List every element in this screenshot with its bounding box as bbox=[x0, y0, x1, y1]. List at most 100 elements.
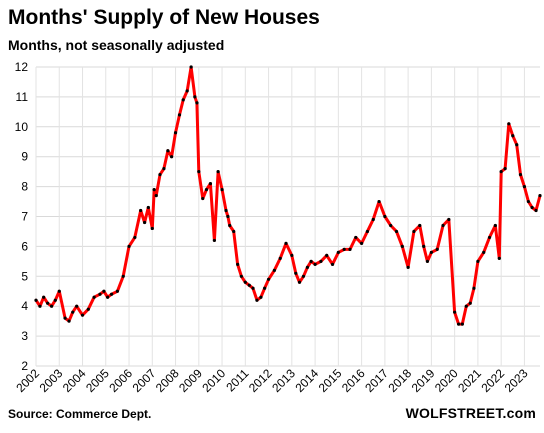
data-point bbox=[422, 244, 426, 248]
data-point bbox=[294, 271, 298, 275]
data-point bbox=[177, 113, 182, 117]
data-point bbox=[57, 289, 61, 293]
data-point bbox=[272, 268, 276, 272]
data-point bbox=[42, 295, 46, 299]
y-tick-label: 6 bbox=[21, 239, 28, 253]
data-point bbox=[185, 89, 189, 93]
y-tick-label: 11 bbox=[16, 90, 29, 104]
data-point bbox=[526, 199, 530, 204]
data-point bbox=[342, 247, 346, 251]
data-point bbox=[456, 322, 461, 326]
y-tick-label: 8 bbox=[21, 180, 28, 194]
data-point bbox=[92, 295, 96, 299]
data-point bbox=[228, 223, 232, 228]
data-point bbox=[71, 310, 75, 314]
data-point bbox=[193, 95, 197, 99]
x-tick-label: 2023 bbox=[502, 366, 531, 395]
data-point bbox=[487, 235, 492, 240]
data-point bbox=[181, 98, 185, 102]
x-tick-label: 2014 bbox=[292, 366, 321, 395]
y-tick-label: 10 bbox=[15, 120, 29, 134]
x-tick-label: 2006 bbox=[106, 366, 135, 395]
x-tick-label: 2015 bbox=[316, 366, 345, 395]
data-point bbox=[86, 307, 90, 311]
data-point bbox=[360, 241, 364, 246]
data-point bbox=[197, 170, 201, 174]
series-line bbox=[34, 65, 542, 326]
data-point bbox=[534, 208, 538, 213]
data-point bbox=[394, 229, 399, 234]
data-point bbox=[389, 223, 393, 228]
data-point bbox=[435, 247, 439, 251]
y-tick-label: 5 bbox=[21, 269, 28, 283]
x-tick-label: 2013 bbox=[269, 366, 298, 395]
x-tick-label: 2002 bbox=[13, 366, 42, 395]
x-tick-label: 2012 bbox=[246, 366, 275, 395]
data-point bbox=[102, 289, 106, 293]
data-point bbox=[208, 182, 213, 186]
data-point bbox=[121, 274, 125, 278]
x-tick-label: 2008 bbox=[153, 366, 182, 395]
x-tick-label: 2017 bbox=[362, 366, 391, 395]
x-tick-label: 2009 bbox=[176, 366, 205, 395]
data-point bbox=[319, 259, 323, 263]
data-point bbox=[530, 205, 534, 210]
y-tick-label: 4 bbox=[21, 299, 28, 313]
data-point bbox=[472, 286, 476, 290]
data-point bbox=[226, 214, 230, 219]
chart-subtitle: Months, not seasonally adjusted bbox=[8, 37, 225, 53]
data-point bbox=[143, 220, 147, 225]
data-point bbox=[290, 253, 294, 257]
data-point bbox=[127, 244, 131, 248]
data-point bbox=[80, 313, 85, 317]
data-point bbox=[243, 280, 247, 284]
grid-lines bbox=[35, 66, 540, 367]
x-tick-label: 2005 bbox=[83, 366, 112, 395]
data-point bbox=[538, 193, 542, 198]
y-tick-label: 3 bbox=[21, 329, 28, 343]
data-point bbox=[195, 101, 199, 105]
data-point bbox=[263, 286, 267, 290]
data-point bbox=[507, 122, 511, 126]
data-point bbox=[189, 65, 193, 69]
data-point bbox=[301, 274, 306, 278]
data-point bbox=[418, 223, 422, 228]
x-tick-label: 2007 bbox=[130, 366, 159, 395]
data-point bbox=[38, 304, 42, 308]
data-point bbox=[239, 274, 243, 278]
data-point bbox=[365, 229, 370, 234]
data-point bbox=[201, 196, 205, 201]
data-point bbox=[49, 304, 54, 308]
data-point bbox=[429, 250, 433, 254]
x-tick-label: 2022 bbox=[478, 366, 507, 395]
data-point bbox=[518, 173, 523, 177]
data-point bbox=[406, 265, 410, 269]
data-point bbox=[220, 187, 224, 192]
data-point bbox=[522, 185, 527, 189]
data-point bbox=[115, 289, 120, 293]
data-point bbox=[166, 149, 170, 153]
data-point bbox=[173, 131, 178, 135]
x-tick-label: 2003 bbox=[37, 366, 66, 395]
data-point bbox=[169, 155, 174, 159]
data-point bbox=[482, 250, 486, 254]
data-point bbox=[158, 173, 162, 177]
data-point bbox=[278, 256, 282, 260]
y-axis-ticks: 2 3 4 5 6 7 8 9 10 11 12 bbox=[15, 60, 29, 373]
data-point bbox=[284, 241, 288, 246]
data-point bbox=[133, 235, 137, 240]
data-point bbox=[400, 244, 404, 248]
data-point bbox=[139, 208, 143, 213]
data-point bbox=[515, 143, 519, 147]
data-point bbox=[109, 292, 114, 296]
data-point bbox=[354, 235, 358, 240]
data-point bbox=[162, 167, 166, 171]
data-point bbox=[464, 304, 468, 308]
data-point bbox=[511, 134, 515, 138]
data-point bbox=[266, 277, 271, 281]
data-point bbox=[309, 259, 313, 263]
data-point bbox=[425, 259, 430, 263]
data-point bbox=[216, 170, 220, 174]
data-point bbox=[98, 292, 102, 296]
